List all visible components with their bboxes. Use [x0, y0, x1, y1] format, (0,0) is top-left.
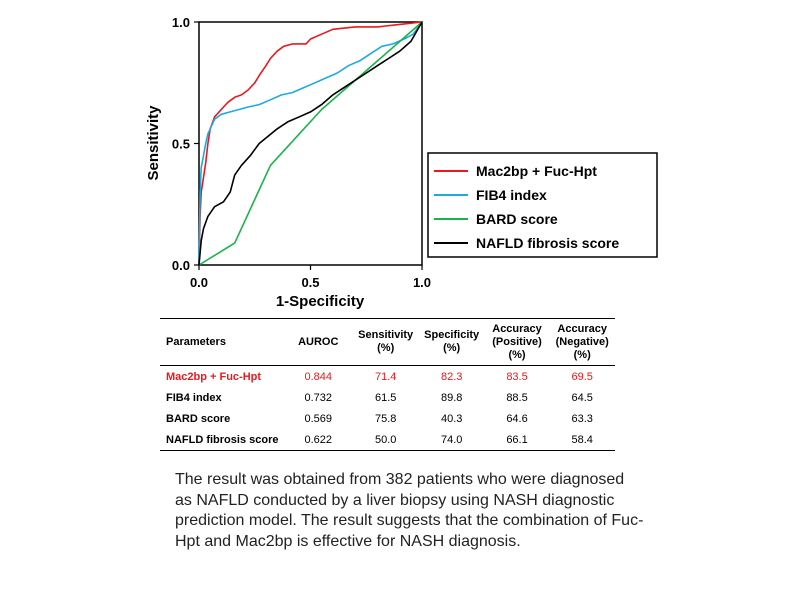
sensitivity-cell: 61.5	[374, 391, 397, 404]
roc-chart: 0.0 0.5 1.0 0.0 0.5 1.0 1-Specificity Sensiti…	[145, 15, 658, 310]
roc-series	[198, 21, 423, 266]
header-accuracy-positive: Accuracy (Positive) (%)	[492, 322, 542, 361]
specificity-cell: 40.3	[440, 412, 463, 425]
legend-label: NAFLD fibrosis score	[476, 235, 619, 251]
auroc-cell: 0.732	[304, 391, 333, 404]
accuracy-negative-cell: 58.4	[571, 433, 593, 446]
legend-label: BARD score	[476, 211, 558, 227]
parameter-cell: FIB4 index	[166, 391, 222, 404]
accuracy-negative-cell: 63.3	[571, 412, 593, 425]
series-line-2	[198, 21, 423, 266]
header-auroc: AUROC	[298, 335, 339, 348]
auroc-cell: 0.844	[304, 370, 333, 383]
series-line-3	[198, 21, 423, 266]
sensitivity-cell: 71.4	[374, 370, 397, 383]
series-line-1	[198, 21, 423, 266]
x-tick-label: 0.0	[190, 275, 208, 290]
sensitivity-cell: 50.0	[374, 433, 397, 446]
y-tick-label: 1.0	[172, 15, 190, 30]
parameter-cell: BARD score	[166, 412, 231, 425]
x-tick-label: 1.0	[413, 275, 431, 290]
specificity-cell: 74.0	[440, 433, 463, 446]
x-axis-title: 1-Specificity	[276, 293, 365, 310]
legend: Mac2bp + Fuc-Hpt FIB4 index BARD score NAFL…	[427, 152, 658, 258]
legend-label: Mac2bp + Fuc-Hpt	[476, 163, 597, 179]
parameter-cell: NAFLD fibrosis score	[166, 433, 279, 446]
header-sensitivity: Sensitivity (%)	[358, 329, 414, 354]
y-tick-label: 0.5	[172, 137, 190, 152]
header-specificity: Specificity (%)	[424, 329, 480, 354]
table-row: FIB4 index 0.732 61.5 89.8 88.5 64.5	[160, 387, 615, 408]
caption-text: The result was obtained from 382 patient…	[175, 471, 644, 550]
table-row: BARD score 0.569 75.8 40.3 64.6 63.3	[160, 408, 615, 429]
specificity-cell: 89.8	[440, 391, 463, 404]
y-tick-label: 0.0	[172, 258, 190, 273]
accuracy-positive-cell: 88.5	[506, 391, 528, 404]
table-row: NAFLD fibrosis score 0.622 50.0 74.0 66.…	[160, 429, 615, 451]
accuracy-negative-cell: 64.5	[571, 391, 593, 404]
table-header-row: Parameters AUROC Sensitivity (%) Specific…	[160, 318, 615, 366]
accuracy-positive-cell: 64.6	[506, 412, 528, 425]
accuracy-negative-cell: 69.5	[571, 370, 593, 383]
table-row: Mac2bp + Fuc-Hpt 0.844 71.4 82.3 83.5 69…	[160, 366, 615, 388]
auroc-cell: 0.622	[304, 433, 333, 446]
legend-label: FIB4 index	[476, 187, 547, 203]
accuracy-positive-cell: 83.5	[506, 370, 528, 383]
header-parameters: Parameters	[166, 335, 226, 348]
accuracy-positive-cell: 66.1	[506, 433, 528, 446]
x-tick-label: 0.5	[301, 275, 319, 290]
sensitivity-cell: 75.8	[374, 412, 397, 425]
y-axis-title: Sensitivity	[145, 105, 162, 181]
auroc-cell: 0.569	[304, 412, 333, 425]
axis-ticks: 0.0 0.5 1.0 0.0 0.5 1.0	[172, 15, 431, 290]
results-table: Parameters AUROC Sensitivity (%) Specific…	[160, 318, 615, 451]
series-line-4	[198, 21, 423, 266]
parameter-cell: Mac2bp + Fuc-Hpt	[166, 370, 262, 383]
header-accuracy-negative: Accuracy (Negative) (%)	[555, 322, 609, 361]
specificity-cell: 82.3	[440, 370, 463, 383]
